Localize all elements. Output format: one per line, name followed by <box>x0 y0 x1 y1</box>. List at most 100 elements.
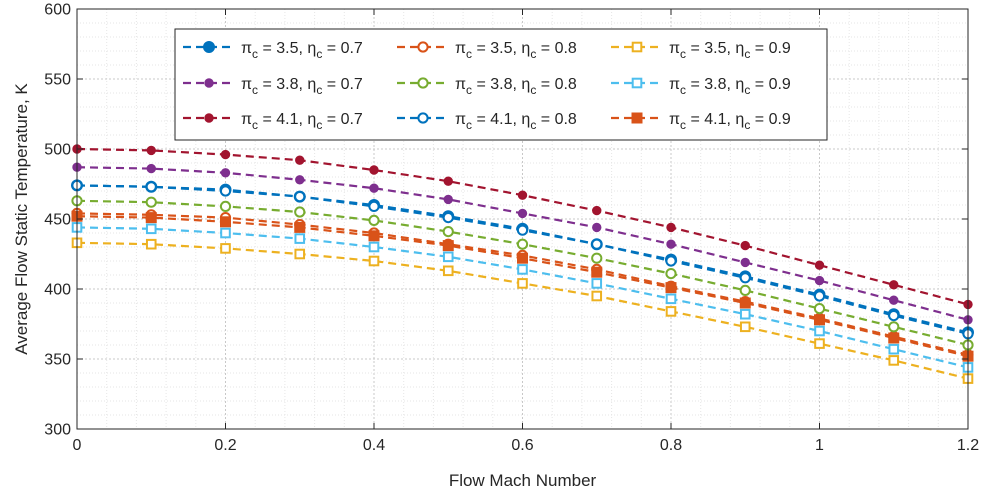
data-point <box>146 145 156 156</box>
data-point <box>368 214 380 226</box>
x-tick-label: 0.2 <box>214 437 236 454</box>
y-tick-label: 300 <box>44 422 71 439</box>
data-point <box>145 212 157 224</box>
data-point <box>591 266 603 278</box>
data-point <box>889 280 899 290</box>
data-point <box>442 240 454 252</box>
data-point <box>814 275 825 286</box>
legend-label: πc = 4.1, ηc = 0.7 <box>241 111 363 132</box>
data-point <box>294 221 306 233</box>
y-tick-label: 450 <box>44 212 71 229</box>
legend-swatch-marker <box>631 112 643 124</box>
data-point <box>739 308 751 320</box>
legend-box <box>174 28 828 141</box>
legend-label: πc = 3.8, ηc = 0.9 <box>669 76 791 97</box>
data-point <box>516 224 529 236</box>
y-tick-label: 500 <box>44 142 71 159</box>
x-tick-label: 0 <box>73 437 82 454</box>
legend-label: πc = 3.8, ηc = 0.7 <box>241 76 363 97</box>
data-point <box>443 176 453 186</box>
data-point <box>591 278 603 289</box>
data-point <box>368 241 380 253</box>
data-point <box>517 264 528 275</box>
data-point <box>814 325 825 337</box>
data-point <box>368 200 380 212</box>
data-point <box>665 268 677 280</box>
data-point <box>888 355 900 366</box>
data-point <box>145 181 157 193</box>
data-point <box>443 194 453 205</box>
data-point <box>739 297 751 309</box>
data-point <box>888 332 900 344</box>
data-point <box>740 240 750 251</box>
legend-entry: πc = 4.1, ηc = 0.7 <box>183 111 363 132</box>
data-point <box>665 282 677 294</box>
data-point <box>889 295 899 305</box>
data-point <box>145 238 157 250</box>
x-tick-label: 0.4 <box>363 437 385 454</box>
data-point <box>220 227 231 239</box>
data-point <box>517 278 528 289</box>
legend-entry: πc = 4.1, ηc = 0.8 <box>397 111 577 132</box>
y-axis-label: Average Flow Static Temperature, K <box>12 83 31 355</box>
data-point <box>591 238 603 250</box>
data-point <box>368 255 380 267</box>
data-point <box>517 252 528 264</box>
data-point <box>369 183 379 193</box>
legend-label: πc = 3.8, ηc = 0.8 <box>455 76 577 97</box>
data-point <box>592 205 602 216</box>
data-point <box>220 149 231 160</box>
data-point <box>665 306 677 317</box>
data-point <box>220 216 231 228</box>
legend-label: πc = 3.5, ηc = 0.8 <box>455 40 577 61</box>
legend-label: πc = 3.5, ηc = 0.9 <box>669 40 791 61</box>
data-point <box>888 310 900 322</box>
data-point <box>145 223 157 235</box>
series-6 <box>71 179 974 340</box>
legend-entry: πc = 3.5, ηc = 0.8 <box>397 40 577 61</box>
data-point <box>591 252 603 264</box>
data-point <box>739 272 751 284</box>
data-point <box>813 290 826 302</box>
data-point <box>739 284 751 296</box>
data-point <box>145 196 157 208</box>
axis-ticks: 0 0.2 0.4 0.6 0.8 1 1.2 300 350 400 450 500 550 600 <box>44 2 979 455</box>
x-tick-label: 0.8 <box>660 437 682 454</box>
legend-label: πc = 3.5, ηc = 0.7 <box>241 40 363 61</box>
x-axis-label: Flow Mach Number <box>449 471 597 490</box>
data-point <box>740 257 750 268</box>
data-point <box>516 238 529 250</box>
legend-swatch-marker <box>631 77 643 89</box>
data-point <box>442 212 454 224</box>
legend-entry: πc = 4.1, ηc = 0.9 <box>611 111 791 132</box>
data-point <box>294 233 306 244</box>
data-point <box>888 343 900 355</box>
data-point <box>295 175 305 185</box>
data-point <box>219 200 232 212</box>
data-point <box>813 303 826 315</box>
legend-entry: πc = 3.8, ηc = 0.8 <box>397 76 577 97</box>
data-point <box>294 248 306 260</box>
legend-swatch-marker <box>204 78 214 88</box>
legend-label: πc = 4.1, ηc = 0.9 <box>669 111 791 132</box>
data-point <box>739 321 751 333</box>
data-point <box>665 255 677 267</box>
data-point <box>814 338 825 349</box>
series-5 <box>71 195 974 351</box>
data-point <box>442 251 454 263</box>
data-point <box>517 190 528 200</box>
series-2 <box>72 162 973 325</box>
x-tick-label: 0.6 <box>511 437 533 454</box>
data-point <box>591 290 603 302</box>
legend-swatch-marker <box>417 112 429 124</box>
x-tick-label: 1 <box>815 437 824 454</box>
legend-entry: πc = 3.8, ηc = 0.9 <box>611 76 791 97</box>
legend-swatch-marker <box>417 41 429 53</box>
data-point <box>888 321 900 333</box>
legend-entry: πc = 3.8, ηc = 0.7 <box>183 76 363 97</box>
data-point <box>666 222 676 233</box>
data-point <box>814 314 825 326</box>
legend-swatch-marker <box>203 41 215 53</box>
